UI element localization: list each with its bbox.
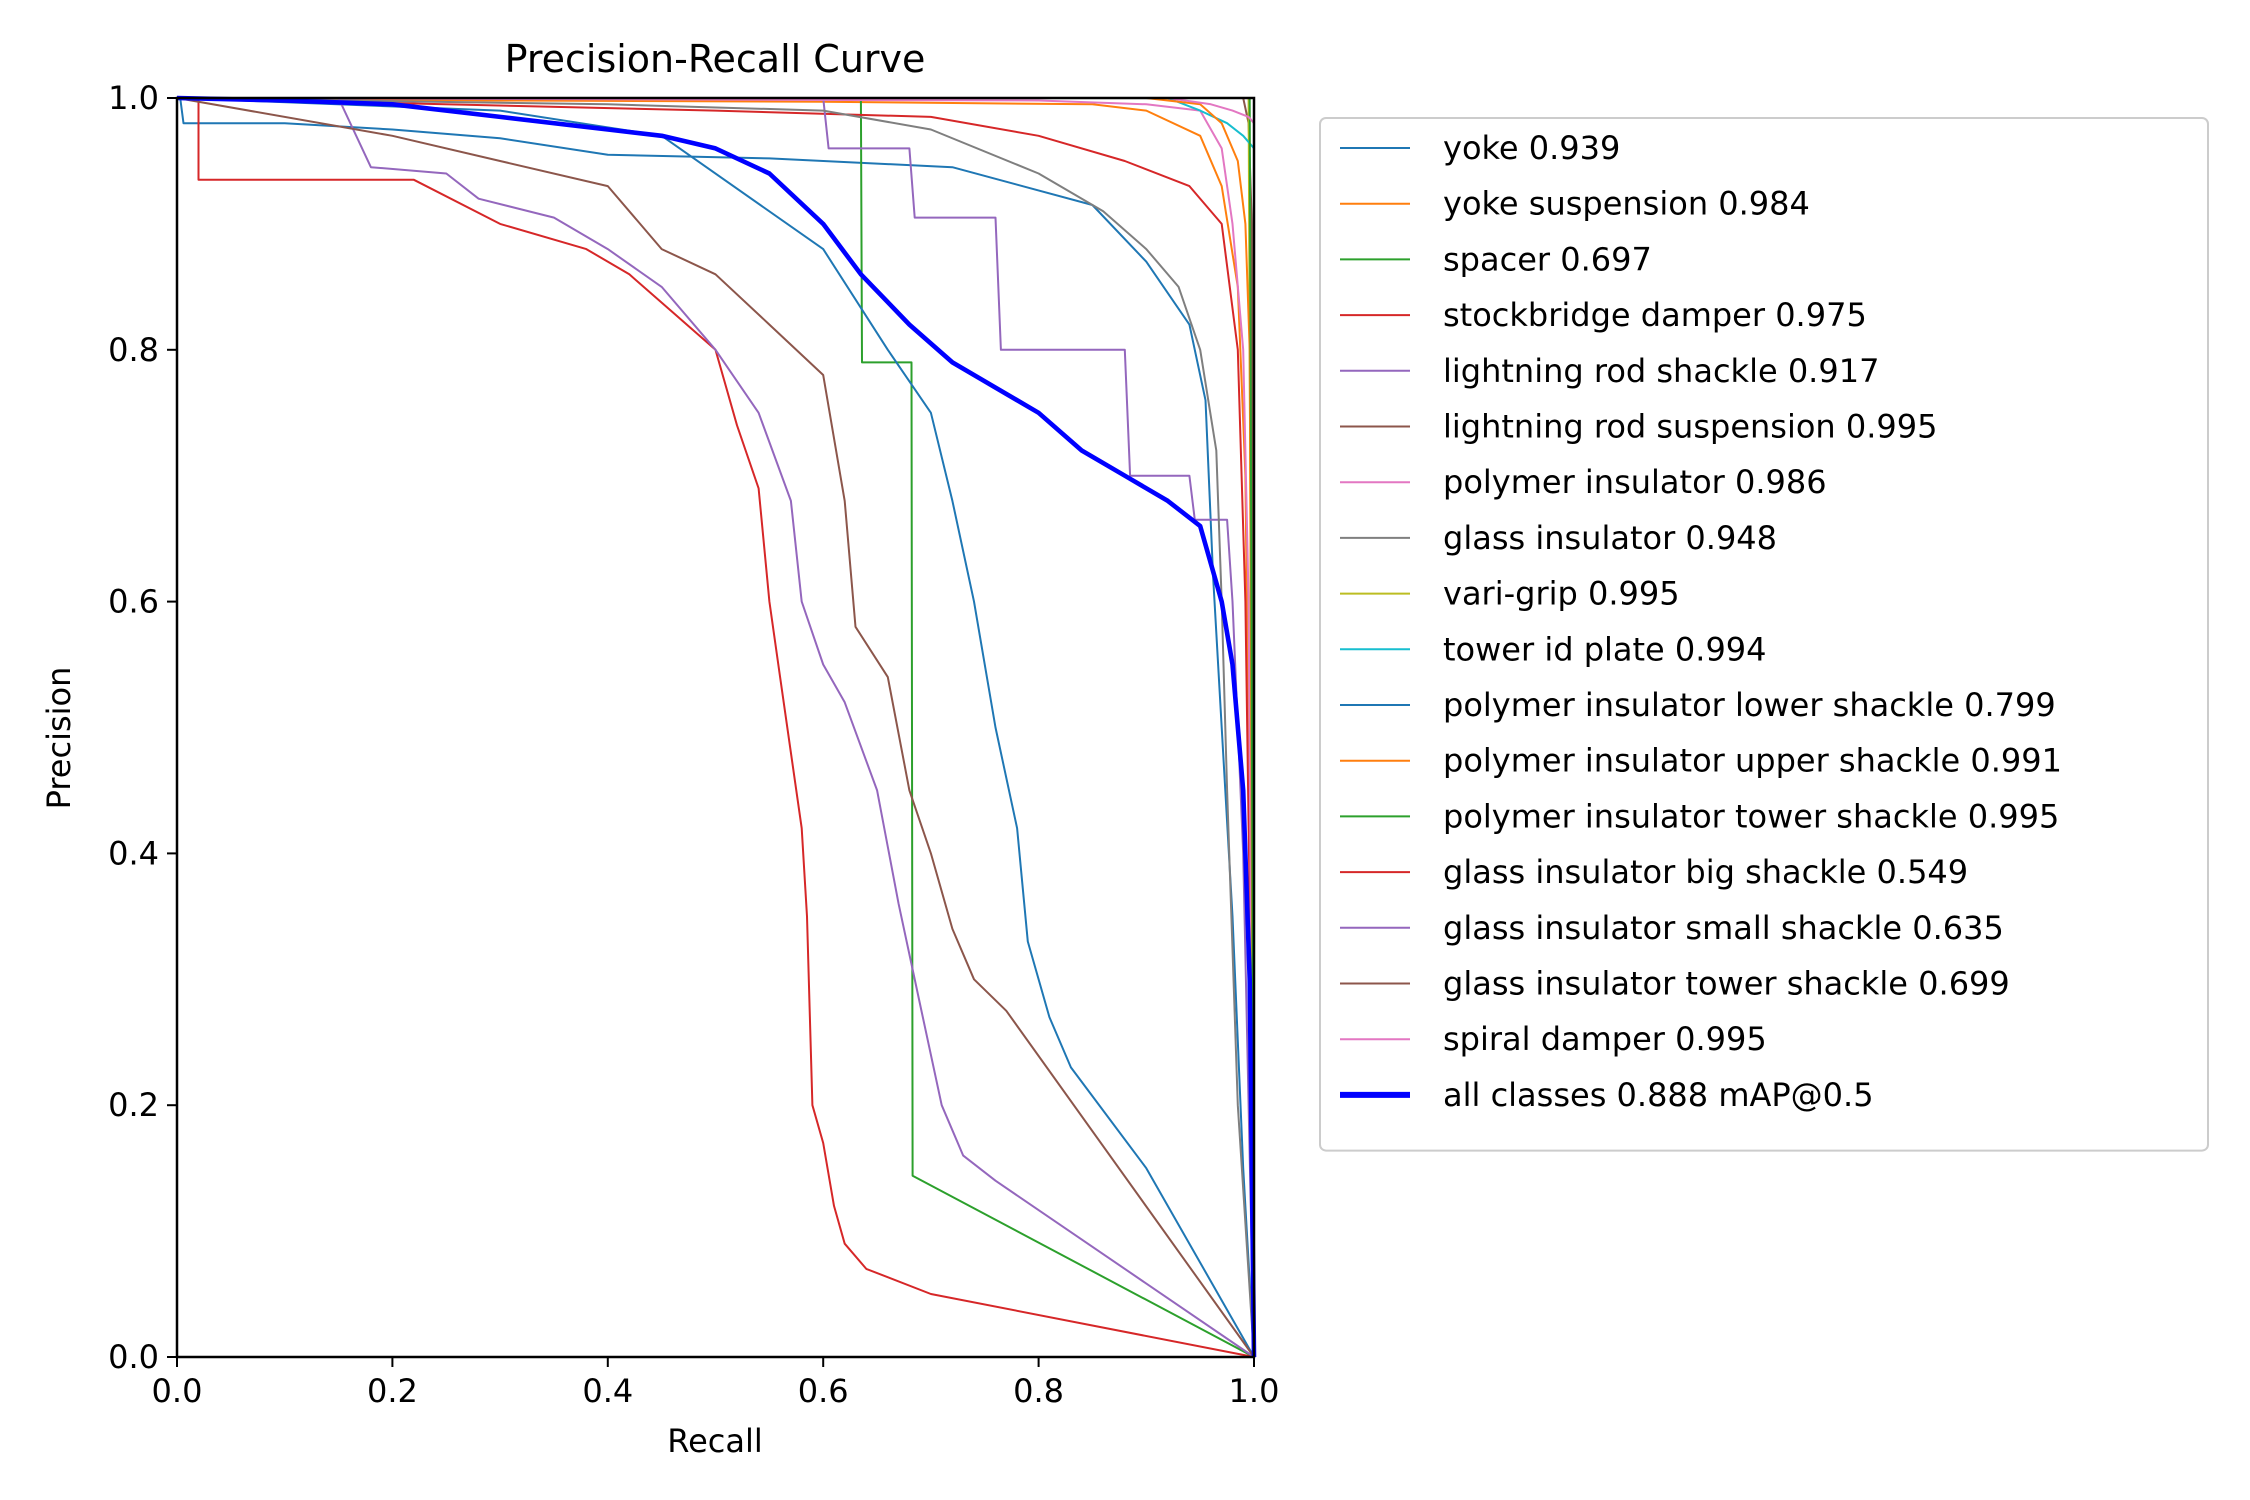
- legend-item: tower id plate 0.994: [1340, 630, 1767, 668]
- legend-label: polymer insulator 0.986: [1443, 463, 1827, 501]
- legend-label: yoke 0.939: [1443, 129, 1620, 167]
- series-line-lightning-rod-shackle-0-917: [177, 97, 1255, 1358]
- legend-box: [1319, 117, 2209, 1152]
- legend-item: stockbridge damper 0.975: [1340, 296, 1867, 334]
- series-line-stockbridge-damper-0-975: [176, 97, 1255, 1358]
- legend-label: polymer insulator upper shackle 0.991: [1443, 742, 2062, 780]
- legend-item: vari-grip 0.995: [1340, 575, 1680, 613]
- legend-label: spacer 0.697: [1443, 240, 1652, 278]
- plot-frame: [175, 96, 1256, 1359]
- series-line-all-classes-0-888-map-0-5: [176, 95, 1257, 1358]
- y-tick-label: 1.0: [108, 79, 159, 117]
- y-tick-label: 0.4: [108, 834, 159, 872]
- legend-label: glass insulator tower shackle 0.699: [1443, 965, 2010, 1003]
- series-line-glass-insulator-big-shackle-0-549: [177, 97, 1255, 1358]
- legend-label: glass insulator 0.948: [1443, 519, 1777, 557]
- legend-label: yoke suspension 0.984: [1443, 185, 1810, 223]
- legend-label: spiral damper 0.995: [1443, 1020, 1767, 1058]
- x-axis-label: Recall: [667, 1422, 762, 1460]
- legend-label: polymer insulator lower shackle 0.799: [1443, 686, 2056, 724]
- legend-label: lightning rod shackle 0.917: [1443, 352, 1879, 390]
- legend-item: spiral damper 0.995: [1340, 1020, 1767, 1058]
- series-line-yoke-suspension-0-984: [176, 97, 1255, 1358]
- legend-item: glass insulator tower shackle 0.699: [1340, 965, 2010, 1003]
- y-tick-label: 0.0: [108, 1338, 159, 1376]
- legend-label: glass insulator small shackle 0.635: [1443, 909, 2004, 947]
- legend-item: polymer insulator tower shackle 0.995: [1340, 797, 2059, 835]
- series-line-polymer-insulator-lower-shackle-0-799: [176, 97, 1255, 1358]
- y-axis-label: Precision: [40, 667, 78, 810]
- legend-item: glass insulator big shackle 0.549: [1340, 853, 1968, 891]
- x-tick-label: 0.8: [1013, 1372, 1064, 1410]
- series-line-glass-insulator-small-shackle-0-635: [177, 97, 1255, 1358]
- series-line-polymer-insulator-0-986: [176, 97, 1255, 1358]
- legend-item: polymer insulator upper shackle 0.991: [1340, 742, 2062, 780]
- legend-label: tower id plate 0.994: [1443, 630, 1767, 668]
- x-tick-label: 0.0: [152, 1372, 203, 1410]
- legend-label: stockbridge damper 0.975: [1443, 296, 1867, 334]
- x-tick-label: 0.4: [582, 1372, 633, 1410]
- x-tick-label: 0.2: [367, 1372, 418, 1410]
- legend-item: lightning rod suspension 0.995: [1340, 408, 1937, 446]
- y-tick-label: 0.2: [108, 1086, 159, 1124]
- legend-item: lightning rod shackle 0.917: [1340, 352, 1879, 390]
- legend-label: vari-grip 0.995: [1443, 575, 1680, 613]
- legend-label: glass insulator big shackle 0.549: [1443, 853, 1968, 891]
- legend-label: all classes 0.888 mAP@0.5: [1443, 1076, 1874, 1114]
- x-tick-label: 1.0: [1229, 1372, 1280, 1410]
- legend-item: yoke suspension 0.984: [1340, 185, 1810, 223]
- series-line-yoke-0-939: [177, 97, 1255, 1358]
- legend-item: polymer insulator lower shackle 0.799: [1340, 686, 2056, 724]
- chart-title: Precision-Recall Curve: [505, 37, 926, 81]
- legend-item: yoke 0.939: [1340, 129, 1620, 167]
- x-tick-label: 0.6: [798, 1372, 849, 1410]
- legend-item: polymer insulator 0.986: [1340, 463, 1827, 501]
- legend-item: glass insulator small shackle 0.635: [1340, 909, 2004, 947]
- legend: yoke 0.939 yoke suspension 0.984 spacer 0.…: [1319, 117, 2209, 1152]
- legend-label: polymer insulator tower shackle 0.995: [1443, 797, 2059, 835]
- legend-item: spacer 0.697: [1340, 240, 1652, 278]
- series-line-glass-insulator-tower-shackle-0-699: [176, 97, 1255, 1358]
- y-tick-label: 0.8: [108, 331, 159, 369]
- legend-item: all classes 0.888 mAP@0.5: [1340, 1076, 1874, 1114]
- y-tick-label: 0.6: [108, 583, 159, 621]
- legend-label: lightning rod suspension 0.995: [1443, 408, 1937, 446]
- series-line-glass-insulator-0-948: [176, 97, 1255, 1358]
- legend-item: glass insulator 0.948: [1340, 519, 1777, 557]
- ticks-layer: 0.0 0.2 0.4 0.6 0.8 1.0 0.0 0.2 0.4 0.6 0.8 1.0: [108, 79, 1279, 1410]
